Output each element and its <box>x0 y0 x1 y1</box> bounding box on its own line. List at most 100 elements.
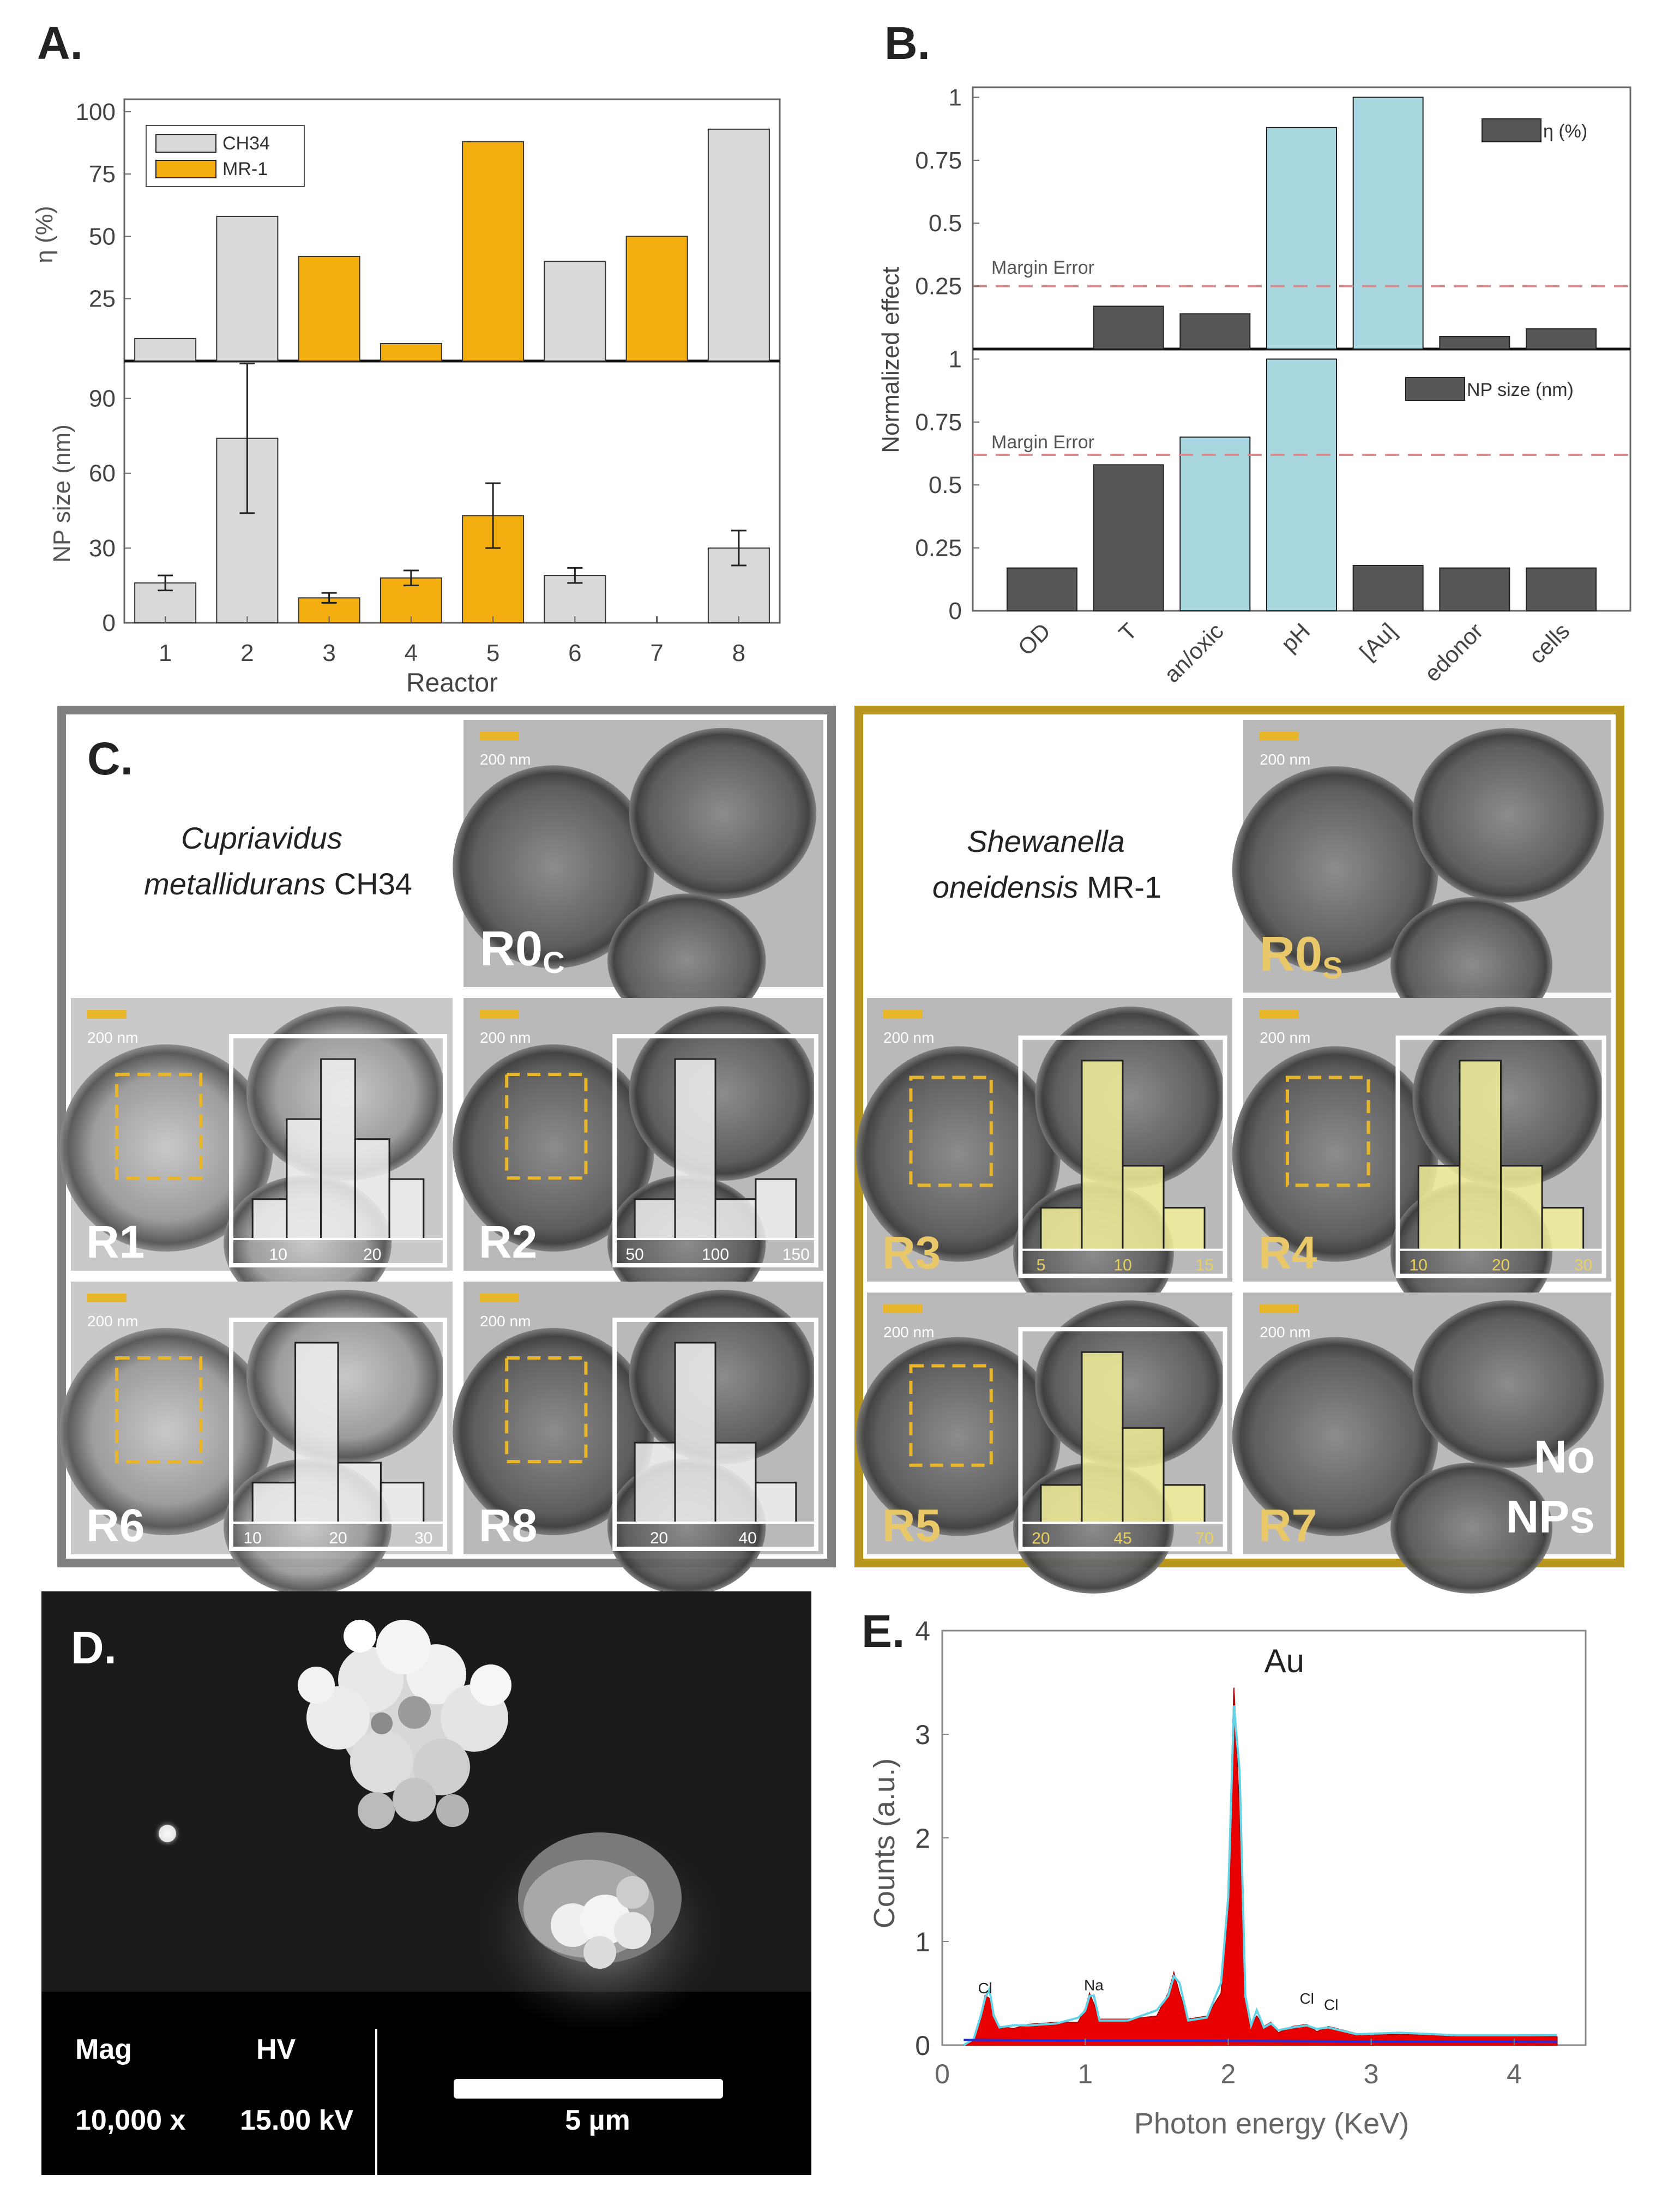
hist-tick: 10 <box>269 1246 287 1264</box>
hist-bar <box>286 1118 322 1240</box>
panel-e-xtick: 1 <box>1077 2059 1093 2089</box>
hist-bar <box>294 1342 339 1524</box>
tem-label-r6: R6 <box>86 1500 144 1551</box>
hist-tick: 20 <box>1492 1257 1510 1275</box>
tem-scale-bar <box>480 732 519 741</box>
panel-a-bottom-ytick: 60 <box>89 460 116 487</box>
hist-tick: 100 <box>702 1246 729 1264</box>
eds-peak-label-au-0: Au <box>1264 1643 1304 1679</box>
tem-tile-r0c: 200 nm R0C <box>453 720 823 1027</box>
panel-b-ytick: 0.75 <box>915 147 962 174</box>
tem-tile-r3: 200 nm R3 5 10 15 <box>856 998 1232 1324</box>
panel-b-ytick: 0.5 <box>929 210 962 237</box>
eds-baseline <box>964 2039 1557 2043</box>
hist-bar <box>1081 1060 1124 1251</box>
hist-bar <box>380 1482 425 1524</box>
tem-cell <box>1412 728 1604 903</box>
eds-peak-label-cl-3: Cl <box>1299 1990 1314 2007</box>
hist-tick: 10 <box>1113 1257 1131 1275</box>
panel-b-bottom-bars <box>973 358 1630 612</box>
tem-tile-r5: 200 nm R5 20 45 70 <box>856 1293 1232 1594</box>
tem-cell <box>453 1044 654 1252</box>
panel-a-xtick: 6 <box>568 640 581 666</box>
eds-peak-label-cl-1: Cl <box>978 1980 992 1997</box>
hist-bar <box>1122 1164 1165 1251</box>
tem-cell <box>1035 1006 1225 1188</box>
tem-cell <box>246 1290 445 1464</box>
hist-inset-frame <box>1018 1035 1227 1278</box>
hist-bar <box>674 1058 716 1240</box>
sem-mag-label: Mag <box>75 2034 132 2065</box>
hist-bar <box>1417 1164 1461 1251</box>
tem-cell <box>1390 1463 1552 1594</box>
hist-bar <box>251 1482 297 1524</box>
tem-cell <box>856 1046 1061 1262</box>
panel-a-top-ytick: 25 <box>89 286 116 312</box>
panel-a-bottom-ytick: 0 <box>103 610 116 636</box>
hist-tick: 20 <box>329 1529 347 1547</box>
hist-tick: 20 <box>650 1529 668 1547</box>
tem-region-box <box>909 1075 993 1187</box>
hist-inset-frame <box>1018 1327 1227 1552</box>
panel-e-ylabel: Counts (a.u.) <box>868 1758 901 1928</box>
species-name-ch34: metallidurans <box>144 867 326 901</box>
hist-bar <box>674 1342 716 1524</box>
panel-a-xtick: 5 <box>486 640 499 666</box>
hist-tick: 70 <box>1195 1529 1213 1547</box>
tem-label-r5: R5 <box>882 1500 941 1551</box>
eta-bar-reactor-5 <box>462 141 525 362</box>
eta-effect-bar-anoxic <box>1179 313 1251 350</box>
panel-e: E. Au Cl Na Cl Cl 0 1 2 3 4 0 1 2 3 4 Photon energy (… <box>862 1606 1587 2140</box>
tem-tile-r8: 200 nm R8 20 40 <box>453 1282 823 1595</box>
sem-mag-value: 10,000 x <box>75 2105 185 2136</box>
panel-b-xtick: edonor <box>1419 618 1488 687</box>
species-label-ch34: Cupriavidus metallidurans CH34 <box>144 821 412 901</box>
panel-a-xlabel: Reactor <box>406 669 498 698</box>
panel-b-bottom-legend: NP size (nm) <box>1405 377 1574 401</box>
hist-tick: 15 <box>1195 1257 1213 1275</box>
panel-a-top-ytick: 100 <box>76 99 116 125</box>
species-line2-ch34: metallidurans CH34 <box>144 867 412 901</box>
hist-inset-frame <box>612 1318 818 1551</box>
hist-inset-frame <box>1395 1035 1606 1278</box>
eta-bar-reactor-6 <box>544 261 606 362</box>
tem-scale-label: 200 nm <box>1260 751 1310 768</box>
hist-bar <box>1040 1207 1083 1251</box>
panel-a-top-ytick: 75 <box>89 161 116 188</box>
tem-cell <box>1232 1337 1438 1536</box>
hist-bar <box>1500 1164 1543 1251</box>
eta-effect-bar-cells <box>1526 328 1597 350</box>
tem-scale-label: 200 nm <box>1260 1324 1310 1341</box>
tem-cell <box>1412 1006 1604 1188</box>
tem-tile-r4: 200 nm R4 10 20 30 <box>1232 998 1611 1324</box>
eds-fit-line <box>963 1705 1557 2046</box>
tem-scale-bar <box>87 1010 127 1019</box>
eta-bar-reactor-3 <box>298 256 360 362</box>
species-line2-mr1: oneidensis MR-1 <box>932 870 1161 904</box>
hist-tick: 20 <box>1032 1529 1050 1547</box>
panel-d-label: D. <box>71 1622 117 1673</box>
eta-effect-bar-ph <box>1266 127 1337 350</box>
panel-a-bottom-ytick: 30 <box>89 535 116 562</box>
panel-b-label: B. <box>884 17 930 69</box>
panel-b-ytick: 0.25 <box>915 535 962 562</box>
panel-b-ytick: 0 <box>949 598 962 624</box>
tem-tile-r7: 200 nm R7 No NPs <box>1232 1293 1611 1594</box>
panel-b-xtick: an/oxic <box>1159 618 1228 687</box>
legend-label-eta: η (%) <box>1543 121 1587 142</box>
sem-scale-bar <box>454 2079 723 2099</box>
panel-e-xtick: 2 <box>1221 2059 1236 2089</box>
panel-d: D. Mag HV 10,000 x 15.00 kV 5 µm <box>41 1591 811 2175</box>
panel-a-xtick: 7 <box>650 640 663 666</box>
panel-a-bottom-bars <box>134 363 770 624</box>
hist-tick: 30 <box>414 1529 432 1547</box>
panel-e-frame <box>941 1630 1587 2046</box>
tem-region-box <box>505 1073 588 1180</box>
tem-label-r4: R4 <box>1258 1227 1317 1278</box>
panel-b-xtick: T <box>1114 618 1142 646</box>
species-name-mr1: oneidensis <box>932 870 1079 904</box>
panel-a-bottom-ytick: 90 <box>89 386 116 412</box>
panel-a-top-bars <box>134 128 770 362</box>
